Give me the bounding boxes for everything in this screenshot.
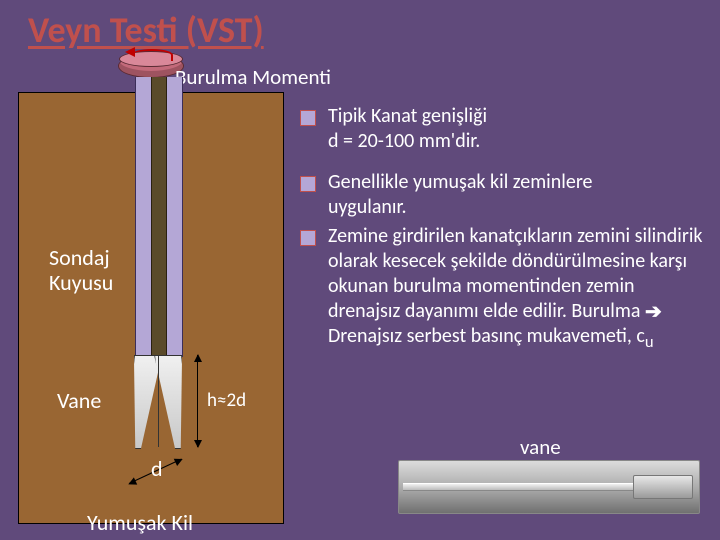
vane-label: Vane [57, 387, 101, 414]
bullet-text: Genellikle yumuşak kil zeminlere [328, 170, 592, 194]
bullet-text: uygulanır. [328, 195, 407, 219]
bullet-icon [300, 230, 316, 246]
vane-tool [129, 355, 187, 447]
vane-photo [398, 460, 700, 514]
soil-diagram: h≈2d d SondajKuyusu Vane Yumuşak Kil [18, 92, 284, 524]
bullet-text: Tipik Kanat genişliği [328, 104, 487, 128]
bullet-1: Tipik Kanat genişliği d = 20-100 mm'dir. [300, 104, 706, 154]
subscript: u [645, 332, 654, 352]
borehole-label: SondajKuyusu [49, 245, 113, 296]
arrow-icon: ➔ [645, 300, 662, 325]
softclay-label: Yumuşak Kil [87, 509, 193, 536]
dimension-h-line [197, 355, 198, 447]
bullet-3: Zemine girdirilen kanatçıkların zemini s… [300, 224, 706, 353]
photo-label: vane [520, 434, 561, 460]
dimension-d-label: d [151, 455, 163, 482]
bullet-text: Drenajsız serbest basınç mukavemeti, c [328, 324, 645, 348]
bullet-2: Genellikle yumuşak kil zeminlere uygulan… [300, 170, 706, 220]
dimension-h-label: h≈2d [207, 389, 246, 412]
bullet-text: d = 20-100 mm'dir. [328, 129, 480, 153]
page-title: Veyn Testi (VST) [28, 8, 264, 52]
borehole-inner [151, 77, 167, 357]
bullet-icon [300, 176, 316, 192]
torque-label: Burulma Momenti [175, 64, 331, 90]
bullet-icon [300, 110, 316, 126]
